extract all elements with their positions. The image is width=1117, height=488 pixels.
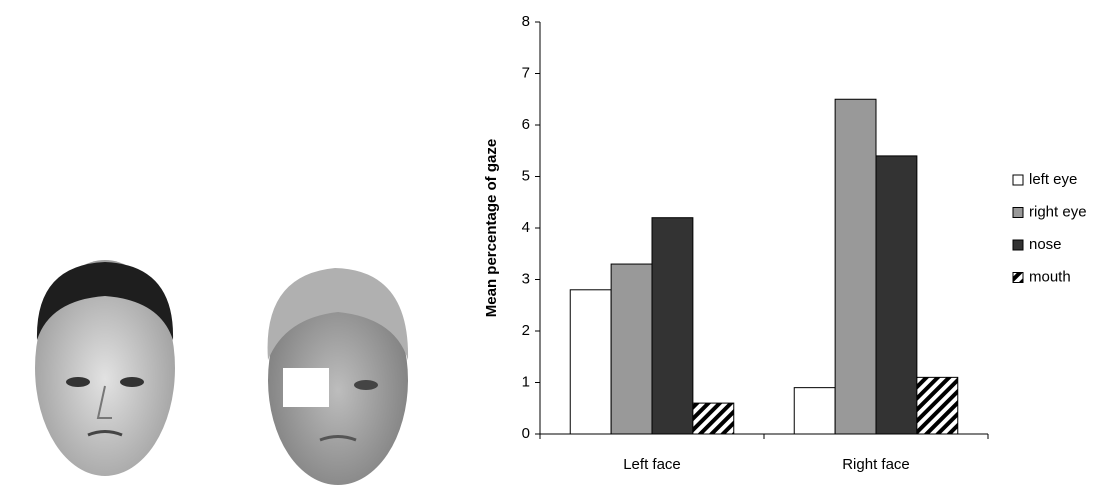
- legend-label: nose: [1029, 236, 1062, 253]
- y-tick-label: 8: [522, 13, 530, 30]
- y-tick-label: 1: [522, 373, 530, 390]
- y-axis-label: Mean percentage of gaze: [483, 139, 500, 317]
- y-tick-label: 5: [522, 167, 530, 184]
- bar: [651, 217, 694, 435]
- legend-label: right eye: [1029, 203, 1087, 220]
- y-tick-label: 7: [522, 64, 530, 81]
- bar: [569, 289, 612, 435]
- bar: [875, 155, 918, 435]
- bar: [692, 402, 735, 435]
- bar: [793, 387, 836, 435]
- y-tick-label: 2: [522, 322, 530, 339]
- bar: [916, 376, 959, 435]
- y-tick-label: 4: [522, 219, 530, 236]
- legend-swatch: [1012, 272, 1024, 283]
- x-tick-label: Left face: [623, 456, 681, 473]
- legend-label: left eye: [1029, 171, 1077, 188]
- bar: [834, 98, 877, 435]
- legend-swatch: [1012, 207, 1024, 218]
- y-tick-label: 0: [522, 425, 530, 442]
- legend-label: mouth: [1029, 268, 1071, 285]
- face-photo-left: [35, 260, 175, 476]
- face-photo-right: [267, 268, 409, 485]
- legend-swatch: [1012, 239, 1024, 251]
- y-tick-label: 6: [522, 116, 530, 133]
- x-tick-label: Right face: [842, 456, 910, 473]
- y-tick-label: 3: [522, 270, 530, 287]
- bar: [610, 263, 653, 435]
- legend-swatch: [1012, 174, 1024, 186]
